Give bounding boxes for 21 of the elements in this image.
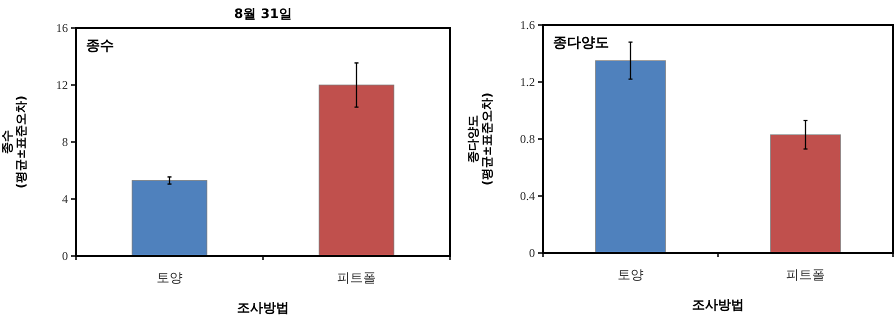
y-tick-label: 1.6 — [520, 18, 535, 32]
x-tick-label: 피트폴 — [337, 271, 376, 286]
y-tick-label: 1.2 — [520, 75, 535, 89]
y-tick-label: 8 — [62, 135, 68, 149]
x-tick-label: 토양 — [618, 268, 644, 283]
y-tick-label: 0 — [62, 249, 68, 263]
x-axis-title: 조사방법 — [237, 301, 289, 316]
y-axis-title: 종다양도 (평균±표준오차) — [466, 92, 494, 186]
y-tick-label: 4 — [62, 192, 68, 206]
annotation: 종다양도 — [553, 35, 609, 51]
y-axis-title: 종수 (평균±표준오차) — [0, 95, 28, 189]
x-tick-label: 피트폴 — [786, 268, 825, 283]
chart-title: 8월 31일 — [234, 7, 292, 22]
y-tick-label: 0.4 — [520, 189, 535, 203]
y-tick-label: 16 — [56, 21, 68, 35]
x-axis-title: 조사방법 — [692, 298, 744, 313]
y-tick-label: 0.8 — [520, 132, 535, 146]
y-tick-label: 0 — [529, 246, 535, 260]
annotation: 종수 — [86, 38, 114, 54]
y-tick-label: 12 — [56, 78, 68, 92]
x-tick-label: 토양 — [156, 271, 182, 286]
